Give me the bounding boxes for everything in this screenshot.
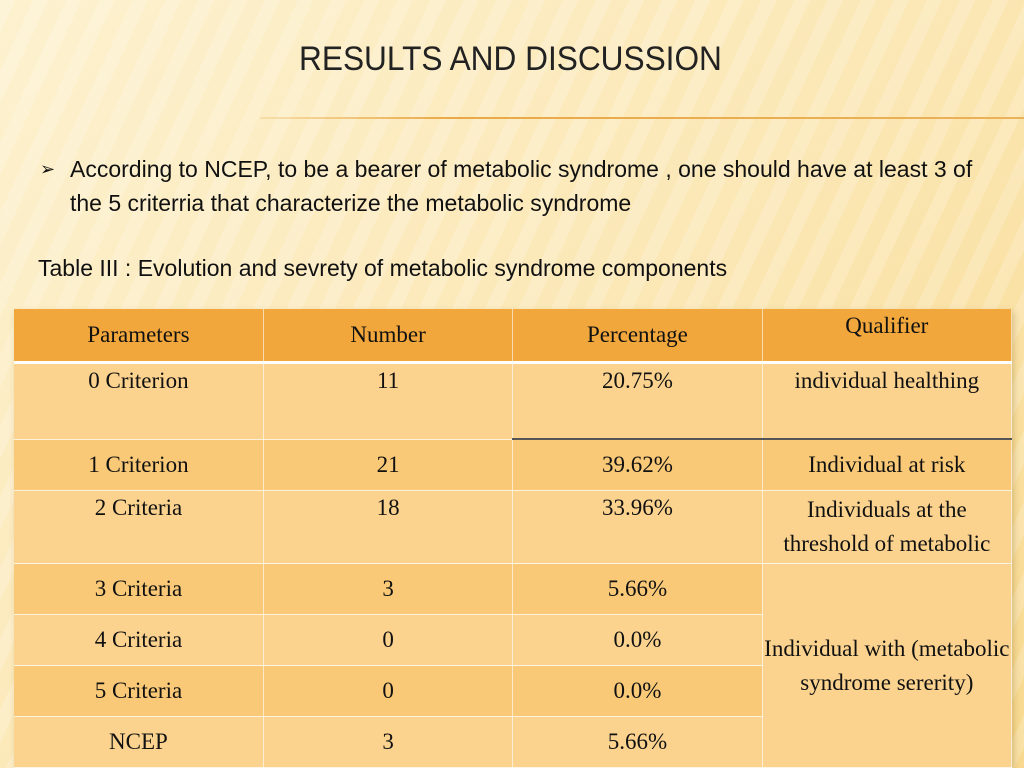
cell-percentage: 0.0% (512, 665, 763, 717)
table-row: 1 Criterion 21 39.62% Individual at risk (14, 438, 1013, 491)
table-header-row: Parameters Number Percentage Qualifier (14, 309, 1013, 364)
cell-parameter: NCEP (14, 716, 264, 768)
cell-percentage: 39.62% (512, 438, 763, 491)
cell-number: 21 (263, 439, 514, 491)
header-qualifier: Qualifier (762, 309, 1013, 364)
cell-qualifier: Individual at risk (762, 438, 1013, 491)
cell-parameter: 2 Criteria (14, 490, 264, 564)
cell-percentage: 5.66% (512, 716, 763, 768)
table-row: 3 Criteria 3 5.66% Individual with (meta… (14, 563, 1013, 768)
title-divider (260, 117, 1024, 119)
criteria-table: Parameters Number Percentage Qualifier 0… (14, 309, 1013, 768)
arrow-bullet-icon: ➢ (40, 159, 56, 179)
cell-qualifier: individual healthing (762, 362, 1013, 440)
cell-number: 0 (263, 665, 514, 717)
cell-percentage: 5.66% (512, 563, 763, 615)
cell-qualifier: Individuals at the threshold of metaboli… (762, 490, 1013, 564)
bullet-text: According to NCEP, to be a bearer of met… (70, 156, 973, 216)
cell-percentage: 20.75% (512, 362, 763, 440)
cell-number: 18 (263, 490, 514, 564)
cell-number: 3 (263, 563, 514, 615)
cell-percentage: 33.96% (512, 490, 763, 564)
cell-parameter: 4 Criteria (14, 614, 264, 666)
cell-parameter: 3 Criteria (14, 563, 264, 615)
cell-number: 11 (263, 362, 514, 440)
cell-number: 0 (263, 614, 514, 666)
header-number: Number (263, 309, 514, 364)
slide-title: RESULTS AND DISCUSSION (299, 40, 722, 78)
table-row: 2 Criteria 18 33.96% Individuals at the … (14, 490, 1013, 564)
table-row: 4 Criteria 0 0.0% (14, 614, 1012, 666)
table-row: 5 Criteria 0 0.0% (14, 665, 1012, 717)
table-row: NCEP 3 5.66% (14, 716, 1012, 768)
cell-parameter: 1 Criterion (14, 439, 264, 491)
bullet-point: ➢ According to NCEP, to be a bearer of m… (40, 152, 1000, 220)
cell-qualifier-merged: Individual with (metabolic syndrome sere… (762, 563, 1013, 768)
cell-parameter: 0 Criterion (14, 362, 264, 440)
cell-percentage: 0.0% (512, 614, 763, 666)
cell-number: 3 (263, 716, 514, 768)
table-row: 0 Criterion 11 20.75% individual healthi… (14, 362, 1013, 440)
header-percentage: Percentage (512, 309, 763, 364)
cell-parameter: 5 Criteria (14, 665, 264, 717)
header-parameters: Parameters (14, 309, 264, 364)
table-caption: Table III : Evolution and sevrety of met… (38, 255, 728, 281)
